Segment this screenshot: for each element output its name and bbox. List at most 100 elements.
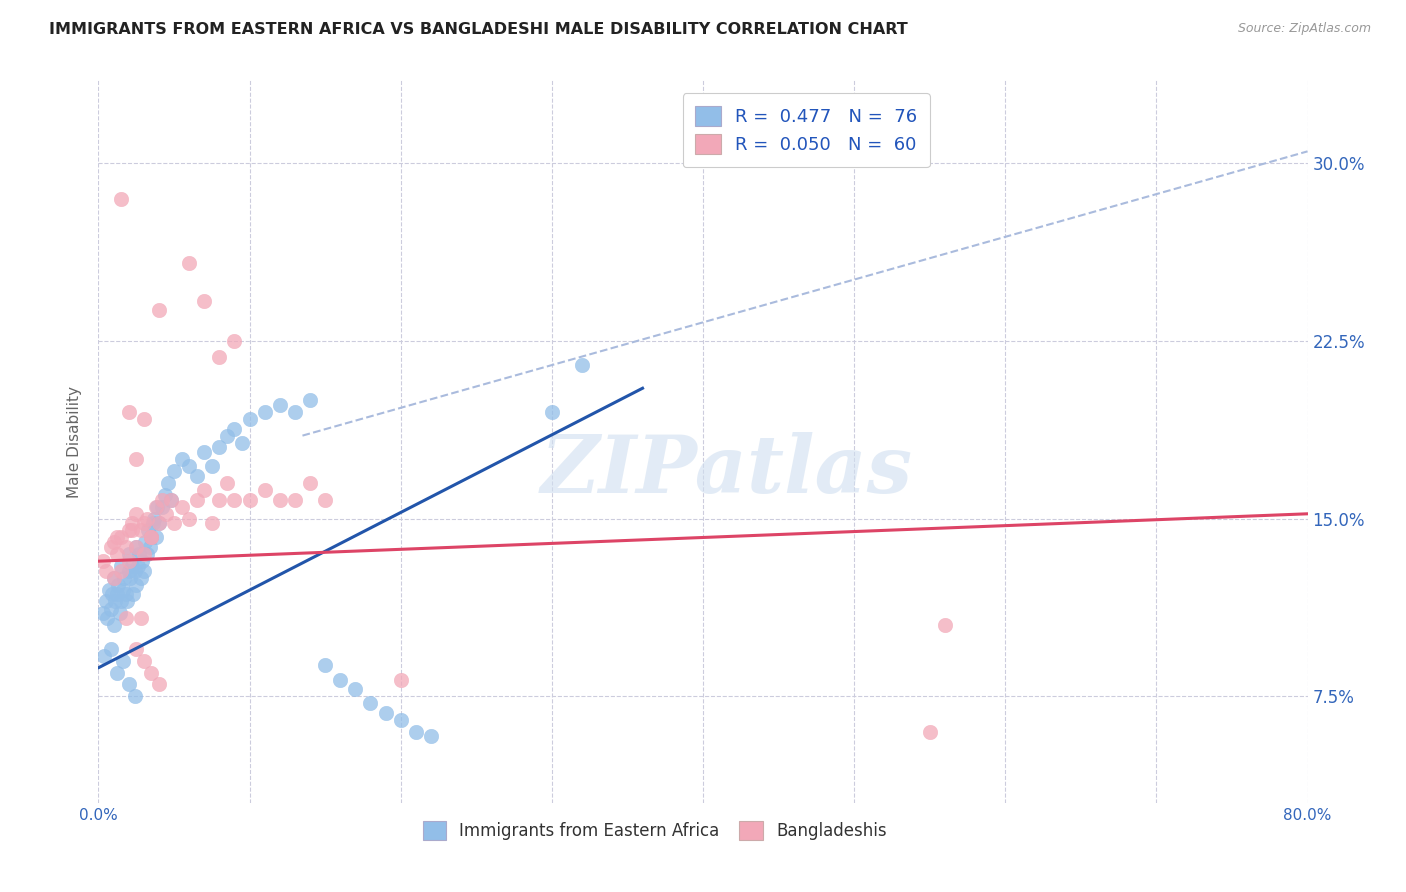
- Point: [160, 492, 183, 507]
- Point: [314, 492, 336, 507]
- Point: [299, 393, 322, 408]
- Point: [110, 531, 132, 545]
- Point: [104, 594, 127, 608]
- Text: IMMIGRANTS FROM EASTERN AFRICA VS BANGLADESHI MALE DISABILITY CORRELATION CHART: IMMIGRANTS FROM EASTERN AFRICA VS BANGLA…: [49, 22, 908, 37]
- Point: [129, 524, 152, 538]
- Point: [121, 558, 143, 573]
- Point: [114, 587, 136, 601]
- Point: [148, 303, 170, 318]
- Point: [148, 516, 170, 531]
- Point: [105, 547, 128, 561]
- Point: [91, 554, 114, 568]
- Point: [94, 594, 117, 608]
- Point: [141, 665, 163, 680]
- Point: [314, 658, 336, 673]
- Point: [329, 673, 352, 687]
- Point: [115, 594, 138, 608]
- Point: [118, 405, 141, 419]
- Point: [110, 564, 132, 578]
- Point: [142, 516, 165, 531]
- Point: [540, 405, 562, 419]
- Point: [239, 492, 262, 507]
- Point: [124, 689, 146, 703]
- Point: [124, 564, 146, 578]
- Text: Source: ZipAtlas.com: Source: ZipAtlas.com: [1237, 22, 1371, 36]
- Point: [125, 507, 148, 521]
- Point: [118, 677, 141, 691]
- Point: [179, 511, 201, 525]
- Point: [105, 587, 128, 601]
- Point: [145, 500, 167, 514]
- Point: [153, 488, 176, 502]
- Point: [284, 405, 307, 419]
- Point: [186, 469, 208, 483]
- Point: [107, 578, 129, 592]
- Point: [269, 492, 291, 507]
- Point: [118, 554, 141, 568]
- Point: [150, 500, 173, 514]
- Point: [132, 412, 155, 426]
- Point: [125, 641, 148, 656]
- Point: [132, 564, 155, 578]
- Point: [127, 558, 149, 573]
- Point: [129, 611, 152, 625]
- Point: [160, 492, 183, 507]
- Point: [131, 554, 153, 568]
- Point: [389, 713, 412, 727]
- Point: [201, 459, 224, 474]
- Point: [389, 673, 412, 687]
- Point: [121, 516, 143, 531]
- Point: [132, 654, 155, 668]
- Point: [934, 618, 956, 632]
- Point: [208, 351, 231, 365]
- Point: [108, 607, 131, 621]
- Point: [193, 293, 215, 308]
- Point: [94, 564, 117, 578]
- Point: [163, 516, 186, 531]
- Point: [101, 587, 124, 601]
- Point: [163, 464, 186, 478]
- Point: [110, 594, 132, 608]
- Point: [118, 564, 141, 578]
- Point: [121, 524, 143, 538]
- Point: [100, 540, 122, 554]
- Point: [100, 641, 122, 656]
- Point: [111, 582, 134, 597]
- Point: [105, 665, 128, 680]
- Point: [118, 547, 141, 561]
- Point: [420, 730, 443, 744]
- Point: [239, 412, 262, 426]
- Point: [224, 334, 246, 348]
- Point: [110, 192, 132, 206]
- Point: [120, 571, 142, 585]
- Point: [143, 511, 166, 525]
- Point: [155, 507, 177, 521]
- Point: [179, 459, 201, 474]
- Point: [136, 524, 159, 538]
- Point: [141, 531, 163, 545]
- Point: [145, 531, 167, 545]
- Point: [208, 492, 231, 507]
- Point: [231, 435, 253, 450]
- Point: [253, 483, 276, 497]
- Point: [170, 452, 193, 467]
- Point: [103, 571, 125, 585]
- Point: [344, 682, 367, 697]
- Point: [110, 558, 132, 573]
- Point: [148, 677, 170, 691]
- Point: [118, 524, 141, 538]
- Point: [103, 618, 125, 632]
- Point: [132, 547, 155, 561]
- Text: ZIPatlas: ZIPatlas: [541, 432, 914, 509]
- Point: [224, 421, 246, 435]
- Point: [284, 492, 307, 507]
- Point: [374, 706, 396, 720]
- Point: [96, 611, 118, 625]
- Point: [103, 571, 125, 585]
- Point: [253, 405, 276, 419]
- Point: [170, 500, 193, 514]
- Point: [103, 535, 125, 549]
- Point: [100, 601, 122, 615]
- Point: [114, 611, 136, 625]
- Point: [91, 607, 114, 621]
